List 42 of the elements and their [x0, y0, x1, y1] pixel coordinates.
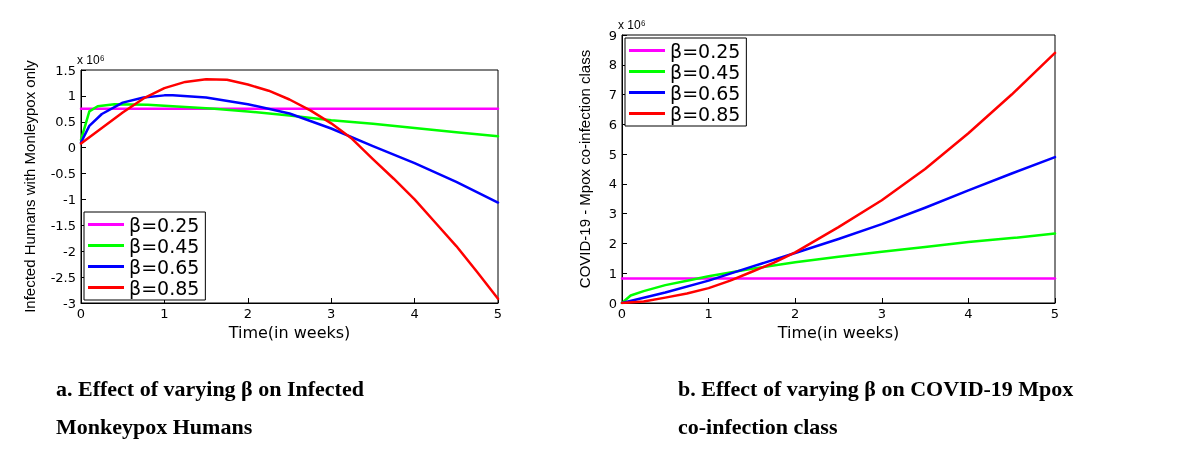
- y-tick-label: 4: [608, 176, 617, 192]
- y-axis-title: Infected Humans with Monleypox only: [21, 59, 38, 313]
- y-tick-label: 1: [608, 265, 617, 281]
- y-tick-label: -0.5: [50, 166, 76, 182]
- x-axis-title: Time(in weeks): [227, 323, 351, 343]
- y-tick-label: 0: [67, 140, 76, 156]
- y-tick-label: 0: [608, 295, 617, 311]
- x-tick-label: 1: [160, 306, 169, 321]
- text: b. Effect of varying β on COVID-19 Mpox co-infection class: [678, 375, 1075, 441]
- y-tick-label: -2.5: [50, 269, 76, 285]
- x-tick-label: 3: [877, 306, 886, 321]
- y-tick-label: 0.5: [55, 114, 76, 130]
- x-tick-label: 2: [791, 306, 800, 321]
- x-tick-label: 1: [704, 306, 713, 321]
- line-series: [79, 102, 500, 142]
- x-tick-label: 2: [243, 306, 252, 321]
- y-tick-label: 2: [608, 235, 617, 251]
- x-tick-label: 4: [410, 306, 419, 321]
- y-tick-label: 1.5: [55, 62, 76, 78]
- text: a. Effect of varying β on Infected Monkeypox Humans: [56, 375, 365, 441]
- y-tick-label: 1: [67, 88, 76, 104]
- legend-label: β=0.25: [670, 39, 741, 62]
- x-tick-label: 3: [327, 306, 336, 321]
- y-tick-label: 9: [608, 27, 617, 43]
- x-tick-label: 4: [964, 306, 973, 321]
- y-tick-label: 7: [608, 87, 617, 103]
- line-series: [79, 94, 500, 204]
- y-tick-label: 5: [608, 146, 617, 162]
- y-tick-label: -1.5: [50, 217, 76, 233]
- legend-label: β=0.25: [129, 213, 200, 236]
- y-tick-label: 8: [608, 57, 617, 73]
- y-tick-label: -1: [63, 191, 76, 207]
- y-tick-label: 3: [608, 206, 617, 222]
- y-tick-label: 6: [608, 116, 617, 132]
- x-axis-title: Time(in weeks): [776, 323, 900, 343]
- text: x 10⁶: [618, 18, 646, 32]
- y-tick-label: -3: [63, 295, 76, 311]
- y-tick-label: -2: [63, 243, 76, 259]
- x-tick-label: 5: [1050, 306, 1060, 321]
- y-axis-title: COVID-19 - Mpox co-infection class: [576, 49, 593, 289]
- text: x 10⁶: [77, 53, 105, 67]
- x-tick-label: 5: [493, 306, 503, 321]
